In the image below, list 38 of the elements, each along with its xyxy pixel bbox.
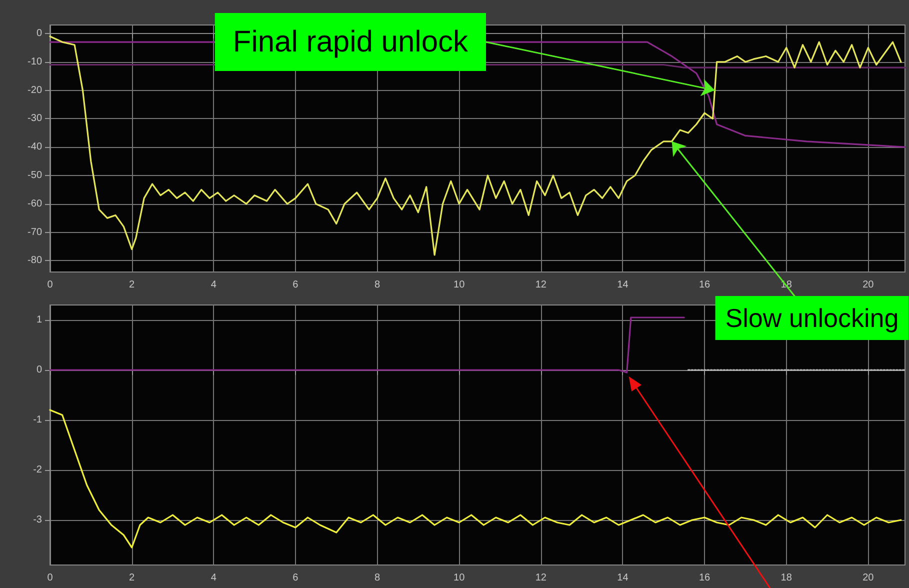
line-series	[49, 409, 902, 548]
x-tick-label: 8	[374, 280, 380, 290]
annotation: Final rapid unlock	[232, 26, 469, 58]
y-tick-label: -30	[28, 113, 42, 124]
x-tick-label: 10	[454, 572, 466, 584]
y-tick-label: 0	[36, 28, 42, 40]
x-tick-label: 16	[698, 280, 711, 290]
x-tick-label: 8	[374, 572, 380, 584]
x-tick-label: 0	[47, 280, 54, 290]
y-tick-label: -40	[28, 142, 42, 153]
y-tick-label: -70	[28, 226, 42, 238]
x-tick-label: 2	[129, 572, 136, 584]
x-tick-label: 20	[862, 572, 874, 584]
y-tick-label: -3	[33, 514, 42, 526]
y-tick-label: -50	[28, 170, 42, 181]
x-tick-label: 10	[454, 280, 466, 290]
y-tick-label: -60	[28, 198, 42, 210]
x-tick-label: 6	[292, 280, 299, 290]
x-tick-label: 16	[698, 572, 711, 584]
y-tick-label: 0	[36, 364, 42, 376]
y-tick-label: -1	[33, 414, 42, 426]
y-tick-label: 1	[36, 314, 42, 326]
y-tick-label: -10	[28, 56, 42, 68]
x-tick-label: 4	[210, 572, 217, 584]
x-tick-label: 12	[535, 280, 547, 290]
x-tick-label: 12	[535, 572, 547, 584]
x-tick-label: 14	[617, 572, 629, 584]
x-tick-label: 4	[210, 280, 217, 290]
x-tick-label: 2	[129, 280, 136, 290]
x-tick-label: 20	[862, 280, 874, 290]
y-tick-label: -2	[33, 464, 42, 476]
x-tick-label: 18	[780, 572, 792, 584]
x-tick-label: 6	[292, 572, 299, 584]
y-tick-label: -20	[28, 84, 42, 96]
x-tick-label: 0	[47, 572, 54, 584]
x-tick-label: 14	[617, 280, 629, 290]
y-tick-label: -80	[28, 255, 42, 266]
annotation: Slow unlocking	[725, 303, 899, 333]
